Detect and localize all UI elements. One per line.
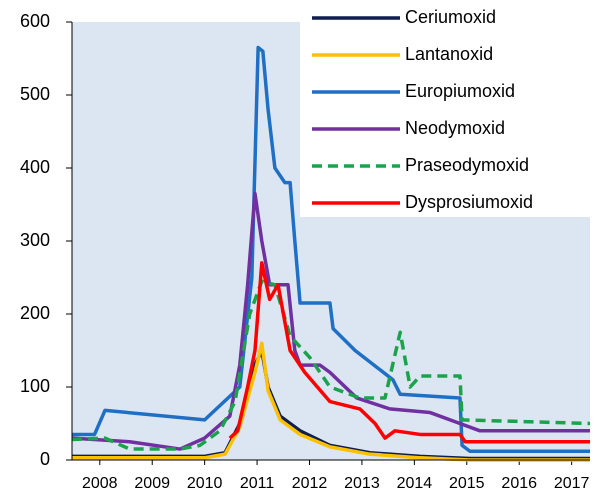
x-tick-label: 2016 [501,475,537,492]
legend-box [300,0,590,217]
y-tick-label: 100 [20,376,50,396]
x-tick-label: 2012 [292,475,328,492]
legend-label: Europiumoxid [405,81,515,101]
legend-label: Ceriumoxid [405,7,496,27]
y-tick-label: 400 [20,157,50,177]
series-line [72,45,590,453]
series-line [72,341,590,462]
legend-label: Neodymoxid [405,118,505,138]
y-tick-label: 600 [20,11,50,31]
x-tick-label: 2010 [187,475,223,492]
x-tick-label: 2013 [344,475,380,492]
x-tick-label: 2011 [240,475,275,492]
y-tick-label: 200 [20,303,50,323]
series-line [228,261,590,444]
legend-label: Dysprosiumoxid [405,192,533,212]
x-tick-label: 2017 [554,475,590,492]
x-tick-label: 2008 [82,475,118,492]
x-tick-label: 2014 [397,475,433,492]
series-line [71,191,590,451]
x-tick-label: 2015 [449,475,485,492]
y-tick-label: 500 [20,84,50,104]
legend-label: Praseodymoxid [405,155,529,175]
x-tick-label: 2009 [134,475,170,492]
y-tick-label: 300 [20,230,50,250]
y-tick-label: 0 [40,449,50,469]
series-line [71,279,591,451]
legend-label: Lantanoxid [405,44,493,64]
